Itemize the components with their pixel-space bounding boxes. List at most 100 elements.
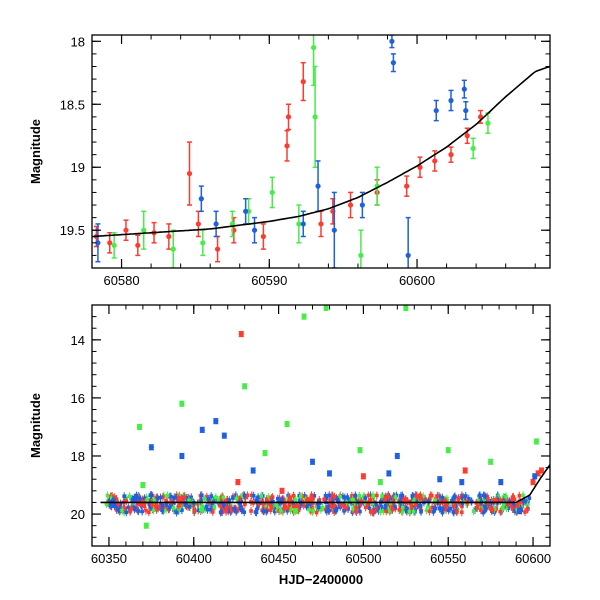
x-tick-label: 60550 — [430, 551, 466, 566]
y-axis-label: Magnitude — [28, 393, 43, 458]
data-point — [500, 506, 505, 511]
data-point — [311, 44, 317, 51]
data-point — [439, 498, 444, 503]
data-point — [363, 496, 368, 500]
data-point — [148, 493, 153, 498]
data-point — [256, 495, 260, 499]
data-point — [174, 510, 179, 515]
data-point — [332, 494, 337, 499]
data-point — [264, 509, 269, 514]
data-point — [122, 506, 127, 511]
data-point — [286, 499, 291, 504]
y-tick-label: 18.5 — [60, 97, 85, 112]
data-point — [200, 493, 204, 498]
data-point — [433, 496, 438, 501]
data-point — [405, 252, 411, 259]
data-point — [298, 494, 303, 499]
data-point — [403, 305, 409, 311]
data-point — [128, 509, 132, 514]
data-point — [309, 495, 313, 500]
data-point — [264, 497, 269, 501]
data-point — [271, 499, 275, 504]
data-point — [182, 495, 187, 499]
series-green — [111, 35, 491, 268]
data-point — [140, 509, 144, 514]
data-point — [305, 498, 309, 503]
data-point — [276, 496, 280, 501]
data-point — [280, 498, 284, 502]
data-point — [411, 499, 416, 503]
data-point — [234, 493, 238, 498]
data-point — [404, 183, 410, 189]
data-point — [111, 242, 117, 248]
data-point — [164, 503, 169, 507]
data-point — [129, 506, 134, 511]
data-point — [251, 227, 258, 233]
data-point — [199, 499, 203, 504]
data-point — [492, 507, 497, 512]
data-point — [220, 502, 224, 506]
data-point — [327, 493, 331, 498]
data-point — [366, 501, 371, 506]
model-curve — [100, 464, 550, 504]
data-point — [393, 495, 398, 499]
data-point — [452, 510, 456, 515]
data-point — [482, 504, 487, 509]
data-point — [162, 508, 167, 512]
plot-area — [100, 305, 550, 529]
data-point — [263, 502, 268, 506]
data-point — [139, 502, 144, 506]
data-point — [152, 498, 157, 503]
data-point — [206, 497, 211, 501]
data-point — [307, 507, 312, 512]
data-point — [224, 506, 229, 510]
data-point — [272, 509, 277, 514]
data-point — [221, 433, 227, 439]
data-point — [135, 242, 141, 248]
data-point — [331, 227, 337, 233]
data-point — [157, 505, 162, 509]
data-point — [211, 501, 215, 506]
data-point — [419, 509, 423, 514]
data-point — [168, 494, 172, 499]
data-point — [448, 506, 452, 511]
data-point — [380, 494, 384, 498]
data-point — [476, 499, 480, 503]
data-point — [433, 498, 437, 503]
data-point — [367, 506, 372, 511]
data-point — [494, 498, 499, 503]
data-point — [230, 506, 234, 511]
data-point — [442, 505, 447, 510]
data-point — [138, 496, 142, 501]
data-point — [426, 499, 431, 504]
data-point — [136, 509, 141, 513]
data-point — [325, 509, 329, 514]
data-point — [130, 497, 135, 501]
data-point — [432, 158, 438, 164]
data-point — [285, 508, 290, 513]
data-point — [482, 499, 487, 503]
data-point — [323, 507, 328, 512]
data-point — [324, 496, 329, 500]
data-point — [160, 508, 164, 512]
data-point — [387, 509, 392, 513]
data-point — [380, 505, 384, 509]
data-point — [407, 509, 412, 514]
data-point — [211, 510, 215, 514]
data-point — [304, 504, 309, 509]
plot-frame — [91, 34, 551, 269]
data-point — [445, 501, 450, 506]
data-point — [415, 493, 419, 498]
data-point — [354, 505, 358, 510]
data-point — [196, 508, 201, 512]
data-point — [394, 453, 400, 459]
data-point — [112, 495, 117, 499]
data-point — [237, 501, 242, 506]
data-point — [440, 495, 445, 500]
data-point — [327, 508, 332, 513]
data-point — [142, 496, 147, 501]
data-point — [346, 507, 350, 511]
data-point — [231, 496, 235, 500]
data-point — [438, 506, 443, 510]
data-point — [513, 509, 517, 514]
